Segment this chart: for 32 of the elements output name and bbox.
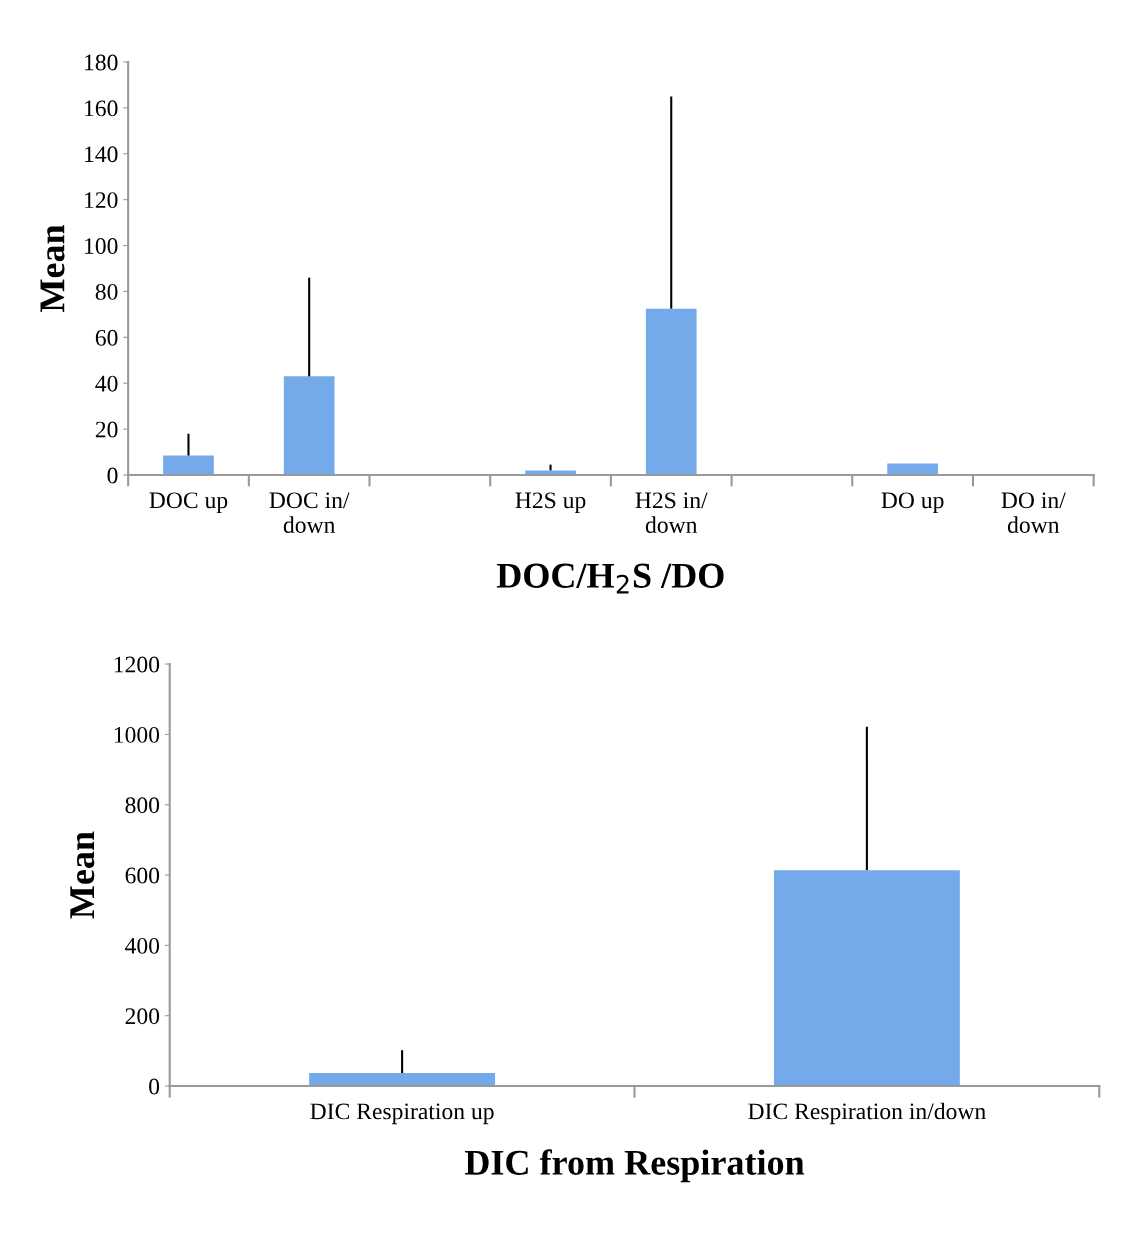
bar <box>163 455 214 475</box>
y-tick-label: 1000 <box>114 726 160 743</box>
x-tick-label: DIC Respiration in/down <box>748 1102 986 1125</box>
x-tick-label: DOC up <box>149 492 228 514</box>
y-tick-label: 40 <box>95 375 118 392</box>
y-tick-label: 140 <box>85 146 118 163</box>
y-tick-label: 180 <box>85 54 118 71</box>
x-tick-label: DO in/ down <box>1001 492 1066 533</box>
x-axis-title: DIC from Respiration <box>464 1149 805 1183</box>
y-tick-label: 80 <box>95 283 118 300</box>
y-axis-title: Mean <box>40 224 65 312</box>
bar <box>645 308 697 475</box>
y-tick-label: 0 <box>107 467 118 484</box>
x-axis-title: DOC/H$_{2}$S /DO <box>496 563 724 594</box>
y-tick-label: 20 <box>95 421 118 438</box>
y-tick-label: 160 <box>85 100 118 117</box>
x-tick-label: DO up <box>881 492 944 514</box>
y-tick-label: 0 <box>149 1078 160 1095</box>
y-tick-label: 600 <box>125 867 160 884</box>
x-tick-label: H2S in/ down <box>635 492 708 533</box>
y-tick-label: 100 <box>85 238 118 254</box>
y-tick-label: 200 <box>125 1008 160 1025</box>
y-tick-label: 120 <box>85 192 118 209</box>
y-tick-label: 800 <box>125 797 160 814</box>
bar <box>283 376 335 475</box>
x-tick-label: DOC in/ down <box>269 492 350 533</box>
y-axis-title: Mean <box>70 831 95 919</box>
y-tick-label: 400 <box>125 937 160 954</box>
x-tick-label: DIC Respiration up <box>310 1103 494 1125</box>
y-tick-label: 1200 <box>114 656 160 673</box>
y-tick-label: 60 <box>95 329 118 346</box>
x-tick-label: H2S up <box>515 492 586 514</box>
